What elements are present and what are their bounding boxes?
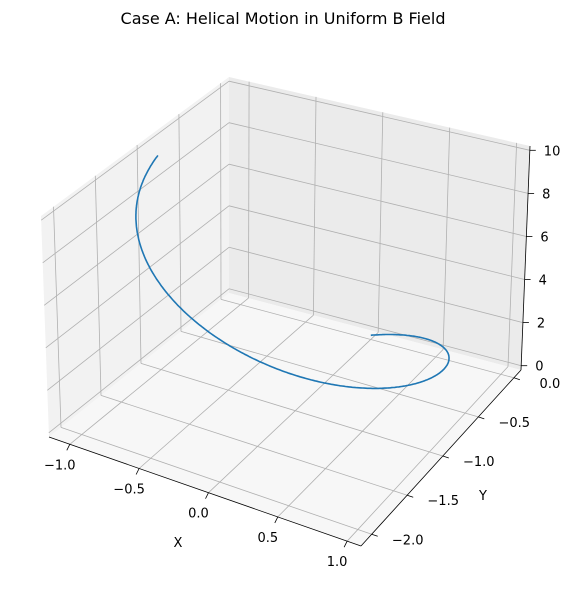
grid-line-x-floor	[69, 297, 249, 445]
grid-line-x-wall	[507, 142, 517, 367]
y-tick-mark	[442, 455, 449, 459]
x-tick-mark	[205, 492, 209, 499]
tick-marks	[66, 149, 536, 548]
y-tick-label: −2.0	[392, 533, 424, 548]
pane-y-wall	[229, 77, 530, 370]
grid-line-z-back	[228, 163, 527, 237]
x-tick-mark	[66, 444, 71, 451]
grid-line-y-floor	[100, 395, 408, 496]
grid-line-z-left	[47, 246, 230, 391]
grid-line-z-left	[45, 205, 230, 349]
grid-line-z-back	[228, 246, 523, 323]
pane-floor	[49, 293, 521, 546]
grid-line-z-back	[228, 205, 525, 280]
y-tick-label: 0.0	[540, 377, 561, 392]
grid-line-x-floor	[346, 366, 509, 542]
grid-line-x-floor	[277, 349, 444, 518]
y-axis-label: Y	[478, 489, 487, 504]
y-tick-mark	[371, 533, 378, 537]
series-line-0	[135, 154, 450, 390]
x-tick-label: −1.0	[44, 458, 76, 473]
y-tick-label: −0.5	[499, 416, 531, 431]
x-tick-label: 0.5	[257, 531, 278, 546]
x-tick-mark	[343, 541, 348, 548]
grid-line-z-left	[48, 288, 230, 434]
y-tick-mark	[478, 416, 485, 420]
grid-line-x-wall	[377, 112, 384, 333]
y-tick-label: −1.5	[427, 494, 459, 509]
grid-lines	[40, 80, 530, 542]
z-tick-label: 4	[539, 274, 547, 289]
grid-line-x-wall	[313, 96, 317, 316]
grid-line-x-wall	[248, 81, 250, 299]
axis-lines	[48, 145, 531, 547]
x-axis-label: X	[174, 536, 183, 551]
z-axis-line	[520, 145, 531, 371]
x-axis-line	[48, 436, 362, 547]
axis-panes	[41, 77, 530, 546]
grid-line-z-left	[42, 122, 230, 264]
grid-line-y-wall	[94, 175, 102, 396]
tick-labels: −1.0 −0.5 0.0 0.5 1.0 −2.0 −1.5 −1.0 −0.5 0.0 0 2 4 6…	[44, 144, 560, 570]
grid-line-y-floor	[220, 299, 515, 379]
grid-line-z-back	[228, 288, 522, 367]
z-tick-label: 2	[537, 317, 545, 332]
z-tick-label: 6	[540, 231, 548, 246]
y-tick-mark	[513, 377, 521, 381]
z-tick-label: 0	[535, 360, 543, 375]
grid-line-x-wall	[442, 127, 451, 350]
chart-title: Case A: Helical Motion in Uniform B Fiel…	[121, 9, 446, 28]
grid-line-x-floor	[208, 332, 379, 493]
grid-line-y-wall	[178, 114, 182, 332]
x-tick-label: 0.0	[188, 507, 209, 522]
x-tick-mark	[274, 516, 279, 524]
pane-x-wall	[41, 77, 229, 437]
y-tick-mark	[407, 494, 414, 498]
grid-line-z-left	[43, 163, 230, 306]
y-axis-line	[360, 369, 522, 547]
grid-line-x-floor	[138, 314, 314, 469]
z-tick-label: 10	[544, 144, 561, 159]
y-tick-label: −1.0	[463, 455, 495, 470]
grid-line-y-wall	[136, 144, 142, 364]
z-tick-label: 8	[542, 187, 550, 202]
grid-line-z-back	[228, 80, 530, 151]
grid-line-z-back	[228, 122, 529, 194]
x-tick-label: 1.0	[327, 555, 348, 570]
grid-line-z-left	[40, 80, 230, 221]
grid-line-y-wall	[53, 206, 62, 428]
grid-line-y-floor	[60, 427, 372, 535]
grid-line-y-floor	[140, 363, 443, 457]
series-layer	[135, 154, 450, 390]
x-tick-label: −0.5	[113, 483, 145, 498]
x-tick-mark	[135, 468, 140, 475]
